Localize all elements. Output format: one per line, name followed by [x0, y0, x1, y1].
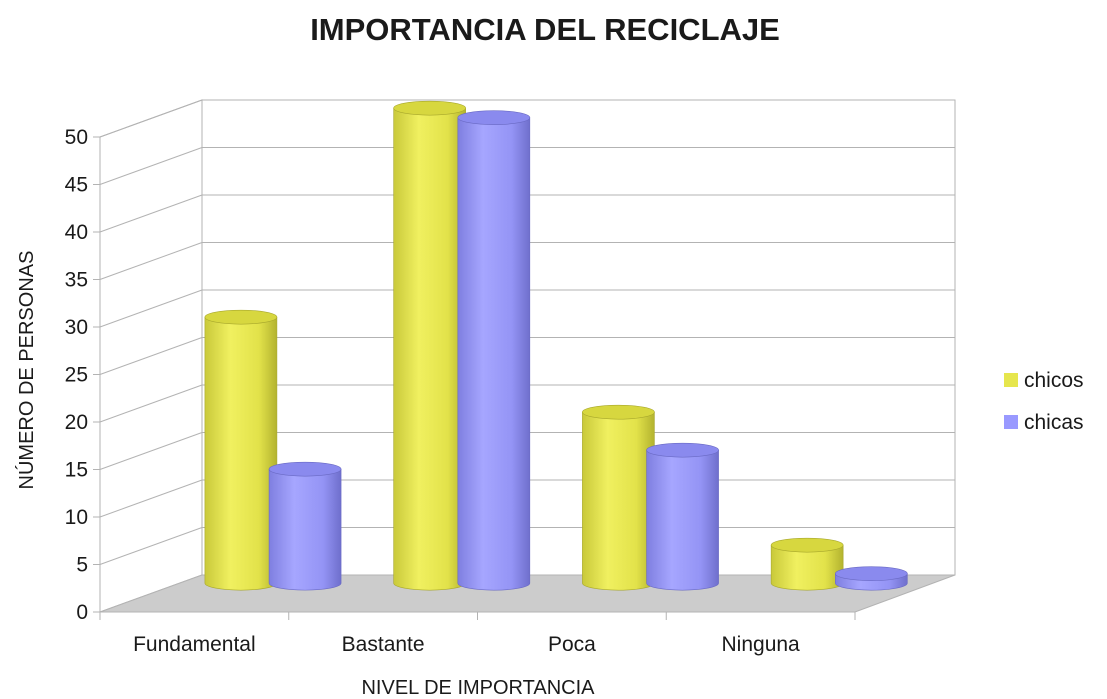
bar-body	[268, 468, 342, 591]
x-tick-label: Fundamental	[133, 633, 256, 656]
y-tick-label: 10	[65, 506, 88, 529]
bar-top	[268, 461, 342, 477]
gridline-side	[99, 337, 203, 375]
bar-body	[582, 411, 655, 591]
bar-top	[393, 100, 466, 116]
gridline-side	[99, 289, 203, 328]
bar-body	[646, 449, 719, 591]
gridline-side	[99, 147, 203, 185]
bar-body	[393, 107, 466, 591]
y-tick-label: 40	[65, 221, 88, 244]
x-axis-label: NIVEL DE IMPORTANCIA	[361, 677, 595, 699]
chart-title: IMPORTANCIA DEL RECICLAJE	[310, 12, 780, 47]
y-tick-label: 0	[76, 601, 88, 624]
bar-chicas-bastante	[457, 110, 531, 591]
y-axis-ticks: 0 5 10 15 20 25 30 35 40 45 50	[65, 126, 101, 624]
x-tick-label: Poca	[548, 633, 596, 656]
y-tick-label: 35	[65, 269, 88, 292]
gridline-side	[99, 527, 203, 565]
y-tick-label: 15	[65, 459, 88, 482]
bar-top	[457, 110, 531, 125]
bar-chicos-bastante	[393, 100, 466, 591]
gridline-side	[99, 432, 203, 470]
legend: chicos chicas	[1004, 369, 1084, 434]
y-tick-label: 20	[65, 411, 88, 434]
y-tick-label: 45	[65, 174, 88, 197]
y-axis-label: NÚMERO DE PERSONAS	[15, 251, 38, 490]
bar-chicos-ninguna	[770, 537, 844, 591]
bar-chicas-poca	[646, 442, 719, 591]
legend-label-chicas: chicas	[1024, 411, 1084, 434]
bar-chicas-ninguna	[835, 566, 908, 591]
y-tick-label: 5	[76, 554, 88, 577]
x-tick-label: Bastante	[342, 633, 425, 656]
bar-chicos-poca	[582, 404, 655, 591]
gridline-side	[99, 384, 203, 423]
bar-top	[835, 566, 908, 581]
gridline-side	[99, 99, 203, 138]
gridline-side	[99, 194, 203, 233]
bar-top	[204, 309, 278, 325]
legend-label-chicos: chicos	[1024, 369, 1084, 392]
legend-swatch-chicos	[1004, 373, 1018, 387]
gridline-side	[99, 242, 203, 280]
x-axis-ticks: Fundamental Bastante Poca Ninguna	[99, 611, 856, 656]
bar-chicos-fundamental	[204, 309, 278, 591]
bar-top	[582, 404, 655, 420]
bars	[204, 100, 908, 591]
y-tick-label: 50	[65, 126, 88, 149]
x-tick-label: Ninguna	[722, 633, 801, 656]
y-tick-label: 25	[65, 364, 88, 387]
bar-top	[646, 442, 719, 458]
legend-swatch-chicas	[1004, 415, 1018, 429]
bar-top	[770, 537, 844, 553]
bar-chicas-fundamental	[268, 461, 342, 591]
gridline-side	[99, 479, 203, 518]
y-tick-label: 30	[65, 316, 88, 339]
bar-body	[204, 316, 278, 591]
bar-body	[457, 117, 531, 591]
